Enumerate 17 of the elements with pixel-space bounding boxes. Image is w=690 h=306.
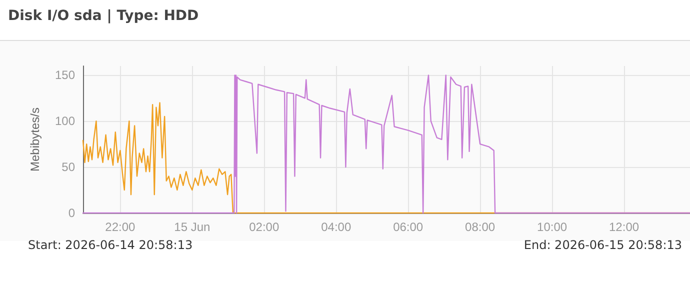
- x-tick-label: 04:00: [321, 220, 352, 234]
- x-tick-label: 08:00: [465, 220, 496, 234]
- y-axis-title: Mebibytes/s: [28, 107, 42, 172]
- text: Start: 2026-06-14 20:58:13: [28, 238, 193, 252]
- y-tick-label: 100: [54, 114, 76, 128]
- y-tick-label: 50: [62, 160, 76, 174]
- text: End: 2026-06-15 20:58:13: [524, 238, 682, 252]
- y-tick-label: 0: [68, 206, 76, 220]
- x-tick-label: 22:00: [105, 220, 136, 234]
- x-tick-label: 10:00: [537, 220, 568, 234]
- chart-title: Disk I/O sda | Type: HDD: [8, 8, 199, 24]
- x-tick-label: 15 Jun: [174, 220, 210, 234]
- x-tick-label: 12:00: [609, 220, 640, 234]
- y-tick-label: 150: [54, 68, 76, 82]
- x-tick-label: 06:00: [393, 220, 424, 234]
- line-series: [82, 74, 690, 214]
- x-tick-label: 02:00: [249, 220, 280, 234]
